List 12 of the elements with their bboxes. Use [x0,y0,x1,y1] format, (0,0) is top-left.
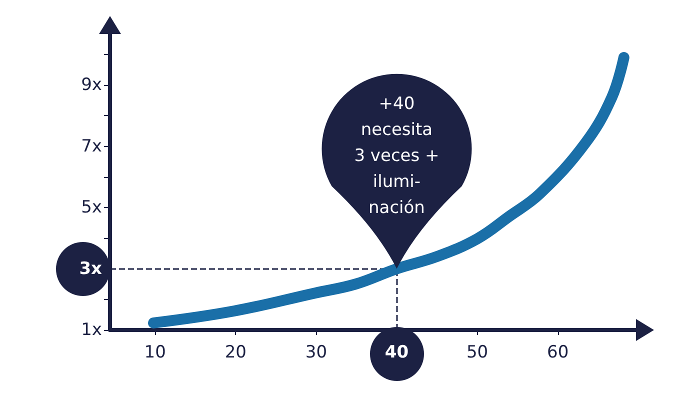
x-tick-label: 50 [466,342,488,362]
y-tick-label: 7x [81,136,102,156]
annotation: +40 necesita 3 veces + ilumi- nación [353,92,440,220]
y-tick-label: 1x [81,320,102,340]
x-tick-label: 30 [305,342,328,362]
x-tick-label: 60 [547,342,569,362]
y-tick-label: 3x [79,258,102,279]
y-tick-label: 9x [81,75,102,96]
x-tick-label: 40 [384,342,409,362]
x-tick-label: 10 [144,342,166,362]
y-tick-label: 5x [81,198,102,218]
x-tick-label: 20 [224,342,246,362]
